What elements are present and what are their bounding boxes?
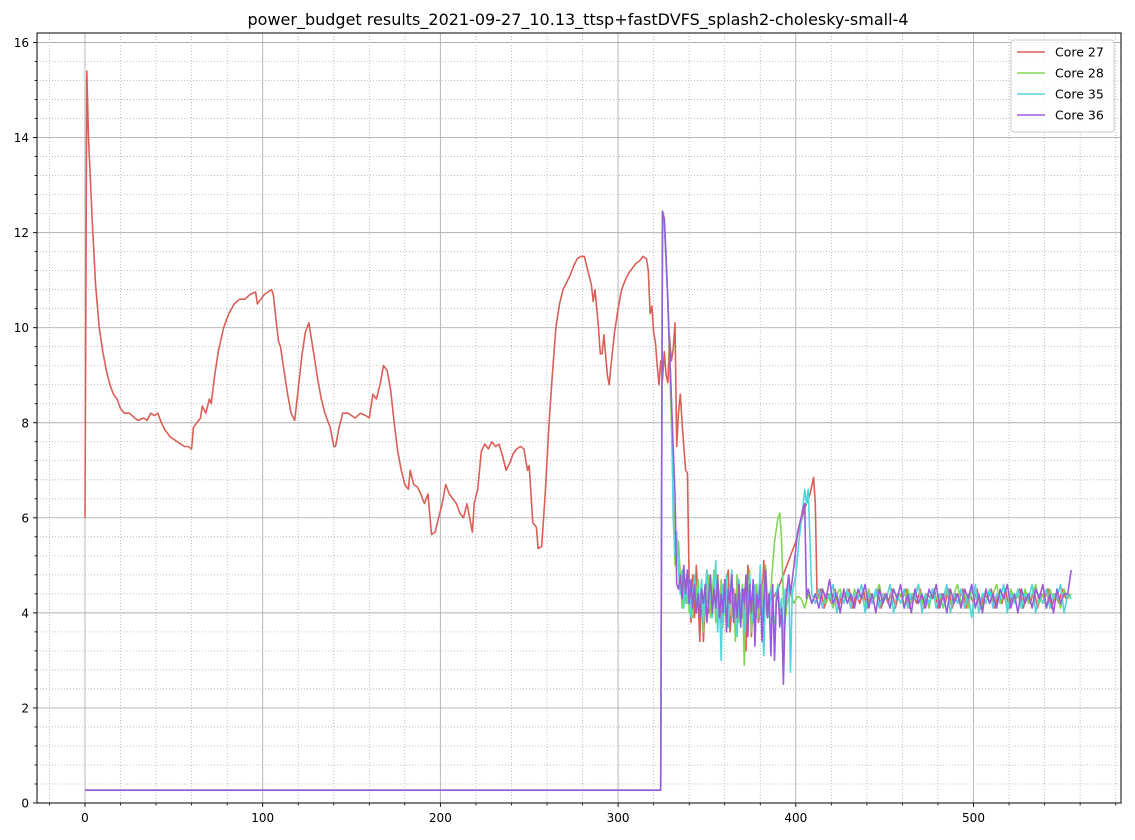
- plot-area-frame: [36, 32, 1122, 804]
- x-tick-label: 100: [251, 811, 274, 825]
- y-tick-label: 10: [14, 321, 29, 335]
- legend-label: Core 36: [1055, 108, 1104, 123]
- series-line-3: [85, 212, 1072, 791]
- chart-title: power_budget results_2021-09-27_10.13_tt…: [248, 10, 909, 30]
- x-tick-label: 300: [607, 811, 630, 825]
- y-tick-label: 6: [21, 511, 29, 525]
- y-tick-label: 8: [21, 416, 29, 430]
- y-tick-label: 12: [14, 226, 29, 240]
- y-tick-label: 14: [14, 131, 29, 145]
- y-tick-label: 16: [14, 36, 29, 50]
- series-lines: [84, 70, 1072, 791]
- axes: 0 100 200 300 400 500 0 2 4 6 8 10 12 14 16: [14, 36, 1117, 825]
- x-tick-label: 200: [429, 811, 452, 825]
- legend-box: [1010, 39, 1115, 133]
- y-tick-label: 2: [21, 701, 29, 715]
- legend-label: Core 28: [1055, 66, 1104, 81]
- x-tick-label: 400: [784, 811, 807, 825]
- y-tick-label: 4: [21, 606, 29, 620]
- legend: Core 27 Core 28 Core 35 Core 36: [1010, 39, 1115, 133]
- x-tick-label: 0: [81, 811, 89, 825]
- series-line-4: [85, 210, 1072, 791]
- y-tick-label: 0: [21, 797, 29, 811]
- grid: [37, 33, 1121, 804]
- legend-label: Core 35: [1055, 87, 1104, 102]
- legend-label: Core 27: [1055, 45, 1104, 60]
- x-tick-label: 500: [962, 811, 985, 825]
